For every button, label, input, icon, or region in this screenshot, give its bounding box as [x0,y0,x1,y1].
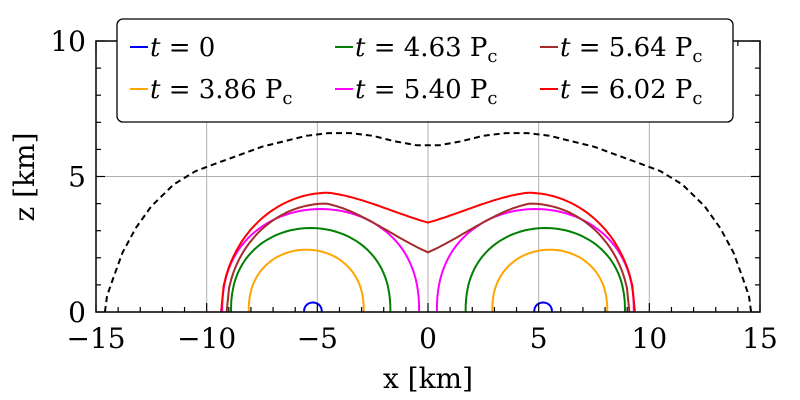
series-line-2 [464,226,626,313]
series-line-envelope [103,132,753,313]
series-line-3 [221,207,421,313]
y-tick-label: 0 [68,296,86,329]
series-line-4 [225,202,631,313]
legend-label: t = 0 [150,33,215,63]
x-tick-label: −10 [177,322,236,355]
x-tick-label: 5 [530,322,548,355]
x-tick-label: −15 [66,322,125,355]
legend-box [116,18,734,123]
series-line-2 [230,226,392,313]
x-tick-label: 15 [742,322,778,355]
y-axis-label: z [km] [8,132,41,221]
x-tick-label: 0 [419,322,437,355]
legend: t = 0 t = 3.86 Pc t = 4.63 Pc t = 5.40 Pc t … [116,18,734,123]
series-line-1 [491,248,609,313]
legend-label: t = 3.86 Pc [150,75,293,109]
x-tick-label: 10 [632,322,668,355]
legend-label: t = 5.40 Pc [355,75,498,109]
tick-labels: −15 −10 −5 0 5 10 15 0 5 10 [50,25,777,355]
x-axis-label: x [km] [383,362,473,395]
y-tick-label: 5 [68,161,86,194]
series-line-1 [247,248,365,313]
legend-label: t = 5.64 Pc [560,33,703,67]
series-line-3 [435,207,635,313]
series-line-5 [220,191,636,313]
series-line-0 [303,301,323,313]
y-tick-label: 10 [50,25,86,58]
x-tick-label: −5 [297,322,338,355]
series-line-0 [533,301,553,313]
curves [103,132,753,313]
legend-label: t = 4.63 Pc [355,33,498,67]
legend-label: t = 6.02 Pc [560,75,703,109]
